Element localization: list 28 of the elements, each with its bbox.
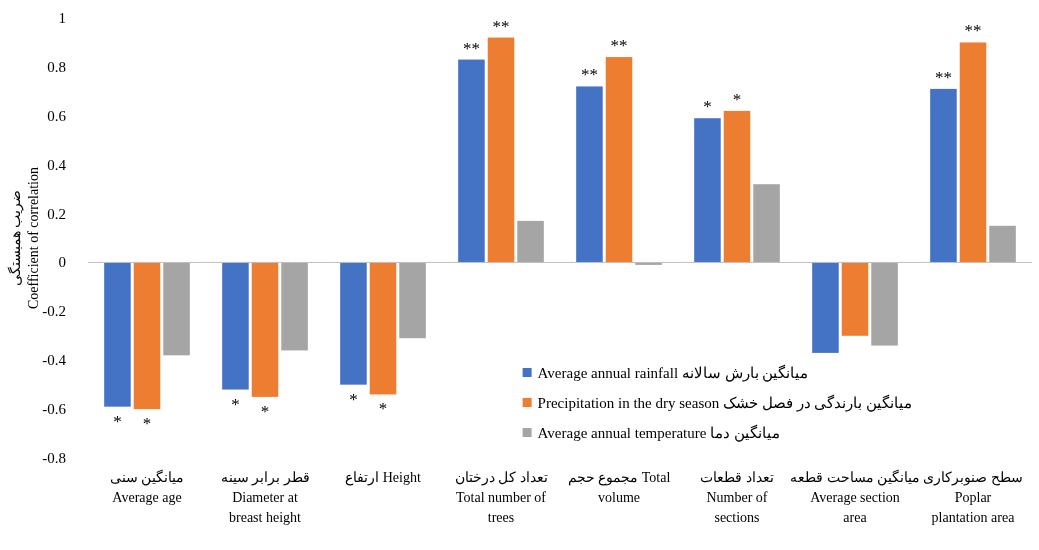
ytick: 0 <box>58 254 66 271</box>
value-label: ** <box>934 67 952 87</box>
ytick: 0.4 <box>47 156 66 173</box>
ytick: -0.4 <box>42 352 66 369</box>
legend-label: Precipitation in the dry season میانگین بارندگی در فصل خشک <box>537 394 912 412</box>
value-label: * <box>732 89 742 109</box>
legend-label: Average annual temperature میانگین دما <box>537 424 780 442</box>
value-label: ** <box>580 65 598 85</box>
value-label: * <box>260 401 270 421</box>
ytick: -0.8 <box>42 450 66 466</box>
value-label: ** <box>964 21 982 41</box>
ytick: -0.6 <box>42 401 66 418</box>
ytick: 0.6 <box>47 107 66 124</box>
ytick: 1 <box>58 10 66 26</box>
value-label: * <box>231 394 240 414</box>
ytick: -0.2 <box>42 303 66 320</box>
value-label: * <box>378 399 388 419</box>
value-label: * <box>142 414 152 434</box>
value-label: ** <box>492 16 510 36</box>
xtick: ارتفاع Height <box>345 470 421 485</box>
value-label: ** <box>610 36 628 56</box>
value-label: * <box>349 389 358 409</box>
value-label: ** <box>462 38 480 58</box>
value-label: * <box>703 97 712 117</box>
legend-label: Average annual rainfall میانگین بارش سالانه <box>537 364 809 382</box>
ytick: 0.2 <box>47 205 66 222</box>
ytick: 0.8 <box>47 58 66 75</box>
value-label: * <box>113 411 122 431</box>
